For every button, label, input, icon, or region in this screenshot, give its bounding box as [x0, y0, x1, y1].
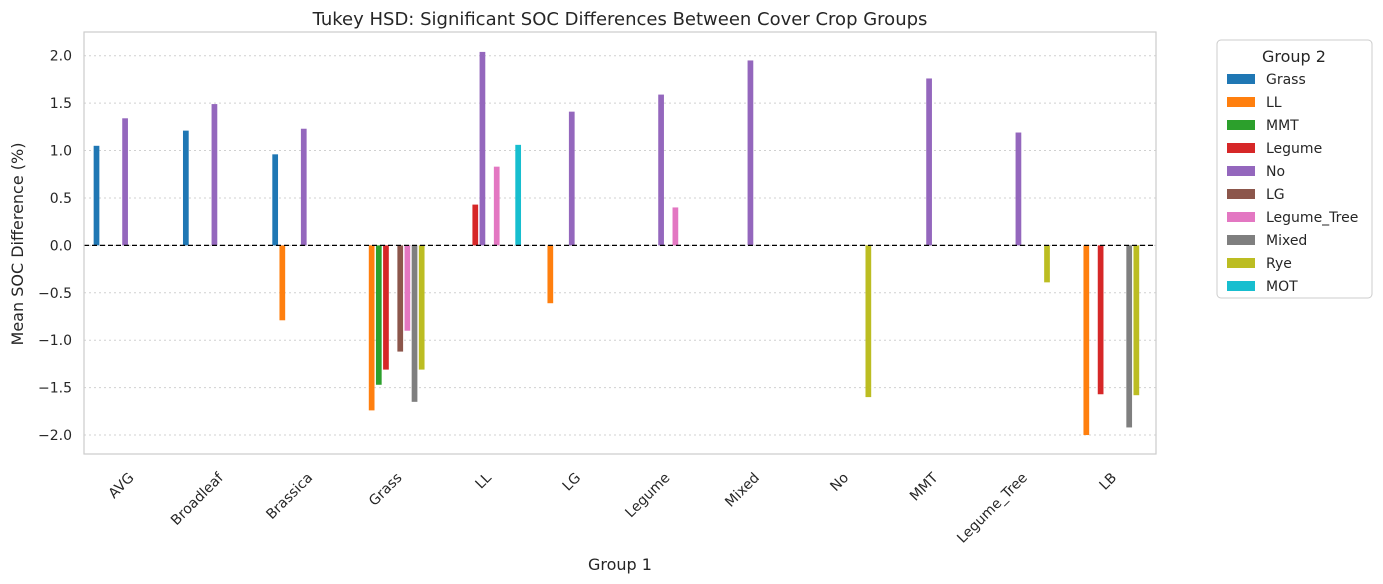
- y-tick-label: −1.5: [38, 381, 72, 397]
- legend-label: LG: [1266, 187, 1285, 203]
- legend-label: No: [1266, 164, 1285, 180]
- legend-swatch: [1227, 120, 1255, 130]
- legend-swatch: [1227, 189, 1255, 199]
- y-tick-label: −0.5: [38, 286, 72, 302]
- bar-mot-ll: [515, 144, 522, 246]
- legend-label: LL: [1266, 95, 1282, 111]
- plot-background: [84, 32, 1156, 454]
- bar-ll-lb: [1083, 245, 1090, 436]
- plot-frame: [83, 31, 1157, 455]
- y-tick-label: 1.5: [50, 96, 72, 112]
- y-axis-ticks: 2.0 1.5 1.0 0.5 0.0 −0.5 −1.0 −1.5 −2.0: [38, 49, 72, 444]
- y-tick-label: 1.0: [50, 144, 72, 160]
- legend-swatch: [1227, 97, 1255, 107]
- bar-no-mixed: [747, 60, 754, 246]
- bar-legume-tree-grass: [404, 245, 411, 331]
- legend-swatch: [1227, 258, 1255, 268]
- y-tick-label: −2.0: [38, 428, 72, 444]
- legend-title: Group 2: [1262, 47, 1326, 66]
- legend-box: [1216, 39, 1373, 299]
- bar-mmt-grass: [375, 245, 382, 385]
- bar-grass-brassica: [272, 154, 279, 246]
- legend-label: Legume: [1266, 141, 1322, 157]
- bar-legume-grass: [383, 245, 389, 370]
- legend-items: Grass LL MMT Legume No LG Legume_Tree Mixed Rye M…: [1227, 72, 1358, 295]
- bar-rye-grass: [418, 245, 425, 370]
- legend-label: Legume_Tree: [1266, 210, 1358, 226]
- legend-swatch: [1227, 281, 1255, 291]
- bar-ll-brassica: [279, 245, 286, 321]
- bar-legume-lb: [1097, 245, 1104, 395]
- legend-swatch: [1227, 212, 1255, 222]
- bar-mixed-lb: [1126, 245, 1133, 428]
- bar-no-mmt: [926, 78, 932, 246]
- bar-no-ll: [479, 51, 486, 246]
- legend-swatch: [1227, 143, 1255, 153]
- bar-ll-grass: [368, 245, 375, 411]
- y-tick-label: 0.5: [50, 191, 72, 207]
- bar-grass-avg: [93, 145, 100, 246]
- bar-legume-tree-ll: [493, 166, 500, 246]
- bar-no-broadleaf: [211, 104, 218, 246]
- chart-title: Tukey HSD: Significant SOC Differences B…: [312, 9, 928, 30]
- legend-swatch: [1227, 166, 1255, 176]
- bar-rye-lb: [1133, 245, 1140, 396]
- legend-label: MOT: [1266, 279, 1298, 295]
- bar-mixed-grass: [411, 245, 418, 402]
- bar-ll-lg: [547, 245, 554, 304]
- y-tick-label: 0.0: [50, 238, 72, 254]
- bar-no-brassica: [300, 128, 307, 246]
- legend-swatch: [1227, 74, 1255, 84]
- bar-no-lg: [568, 111, 575, 246]
- bar-no-legume: [658, 94, 664, 246]
- bar-grass-broadleaf: [182, 130, 189, 246]
- bar-rye-no: [865, 245, 872, 398]
- bar-no-avg: [122, 118, 128, 246]
- x-axis-label: Group 1: [588, 555, 652, 574]
- y-tick-label: 2.0: [50, 49, 72, 65]
- y-axis-label: Mean SOC Difference (%): [8, 143, 27, 346]
- legend-label: Rye: [1266, 256, 1292, 272]
- bar-lg-grass: [397, 245, 404, 352]
- legend-swatch: [1227, 235, 1255, 245]
- bar-legume-ll: [472, 204, 479, 246]
- legend: Group 2 Grass LL MMT Legume No LG Legume_Tree M…: [1216, 39, 1373, 299]
- legend-label: Mixed: [1266, 233, 1307, 249]
- bars: [93, 51, 1140, 436]
- legend-label: Grass: [1266, 72, 1306, 88]
- bar-no-legume-tree: [1015, 132, 1022, 246]
- legend-label: MMT: [1266, 118, 1299, 134]
- bar-legume-tree-legume: [672, 207, 679, 246]
- plot-area: [83, 31, 1157, 455]
- y-tick-label: −1.0: [38, 333, 72, 349]
- bar-rye-legume-tree: [1044, 245, 1050, 283]
